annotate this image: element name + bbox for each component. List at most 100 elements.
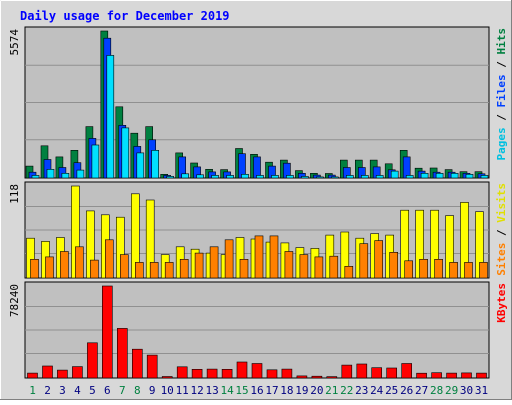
bar-kbytes-day-13 xyxy=(206,368,218,379)
legend-entry: / xyxy=(495,223,508,243)
day-label-26: 26 xyxy=(400,384,413,397)
bar-sites-day-21 xyxy=(329,255,339,279)
day-label-29: 29 xyxy=(445,384,458,397)
day-label-6: 6 xyxy=(104,384,111,397)
bar-sites-day-8 xyxy=(135,262,144,279)
bar-sites-day-16 xyxy=(254,235,264,279)
bar-kbytes-day-10 xyxy=(161,376,173,379)
bar-pages-day-22 xyxy=(345,175,354,179)
bar-pages-day-27 xyxy=(420,173,429,179)
bar-kbytes-day-9 xyxy=(146,354,158,379)
day-label-13: 13 xyxy=(205,384,218,397)
panel-2-max-label: 118 xyxy=(8,184,21,204)
bar-kbytes-day-18 xyxy=(281,368,293,379)
day-label-4: 4 xyxy=(74,384,81,397)
legend-entry: / xyxy=(495,55,508,75)
day-label-7: 7 xyxy=(119,384,126,397)
bar-kbytes-day-17 xyxy=(266,369,278,379)
bar-sites-day-13 xyxy=(209,246,219,279)
bar-pages-day-4 xyxy=(76,169,85,179)
day-label-5: 5 xyxy=(89,384,96,397)
panel-2-legend: Sites / Visits xyxy=(495,183,508,276)
day-label-31: 31 xyxy=(475,384,488,397)
bar-pages-day-29 xyxy=(450,173,459,179)
panel-3: 78240 KBytes xyxy=(8,281,508,379)
bar-files-day-16 xyxy=(253,156,261,179)
bar-pages-day-25 xyxy=(390,170,399,179)
bar-pages-day-18 xyxy=(286,175,294,179)
bar-sites-day-2 xyxy=(45,256,54,279)
bar-pages-day-21 xyxy=(330,176,339,179)
day-label-3: 3 xyxy=(59,384,66,397)
day-label-8: 8 xyxy=(134,384,141,397)
day-label-15: 15 xyxy=(235,384,248,397)
bar-kbytes-day-23 xyxy=(356,363,368,379)
day-label-22: 22 xyxy=(340,384,353,397)
bar-sites-day-28 xyxy=(434,258,443,279)
bar-sites-day-25 xyxy=(389,252,399,279)
day-label-27: 27 xyxy=(415,384,428,397)
panel-1-legend: Pages / Files / Hits xyxy=(495,28,508,161)
day-label-14: 14 xyxy=(220,384,234,397)
bar-pages-day-6 xyxy=(106,55,115,179)
bar-kbytes-day-27 xyxy=(416,372,427,379)
legend-entry: Hits xyxy=(495,28,508,55)
bar-kbytes-day-20 xyxy=(311,375,323,379)
bar-sites-day-19 xyxy=(299,254,309,279)
bar-kbytes-day-22 xyxy=(341,364,353,379)
bar-sites-day-6 xyxy=(105,239,114,279)
bar-sites-day-31 xyxy=(479,262,488,279)
bar-pages-day-24 xyxy=(375,175,384,179)
day-label-10: 10 xyxy=(161,384,174,397)
chart-panels: 5574 Pages / Files / Hits 118 Sites / Visit… xyxy=(8,26,508,379)
bar-kbytes-day-24 xyxy=(371,367,383,379)
panel-1: 5574 Pages / Files / Hits xyxy=(8,26,508,179)
bar-kbytes-day-30 xyxy=(461,372,472,379)
bar-sites-day-10 xyxy=(164,262,174,279)
bar-kbytes-day-6 xyxy=(102,285,113,379)
day-label-19: 19 xyxy=(295,384,308,397)
legend-entry: KBytes xyxy=(495,283,508,323)
bar-pages-day-9 xyxy=(151,150,159,179)
bar-kbytes-day-7 xyxy=(117,328,128,379)
bar-pages-day-30 xyxy=(465,174,474,179)
day-label-28: 28 xyxy=(430,384,443,397)
day-axis-labels: 1 2 3 4 5 6 7 8 9 10 11 12 13 14 15 16 17 18 19 20 21 22 23 24 2… xyxy=(29,384,488,397)
bar-kbytes-day-31 xyxy=(476,372,487,379)
bar-sites-day-18 xyxy=(284,251,294,279)
bar-pages-day-7 xyxy=(121,127,130,179)
bar-sites-day-15 xyxy=(239,258,249,279)
bar-sites-day-1 xyxy=(30,258,39,279)
day-label-18: 18 xyxy=(280,384,293,397)
bar-pages-day-28 xyxy=(435,173,444,179)
legend-entry: Pages xyxy=(495,127,508,160)
bar-pages-day-5 xyxy=(91,144,100,179)
bar-sites-day-22 xyxy=(344,265,354,279)
legend-entry: / xyxy=(495,108,508,128)
bar-sites-day-24 xyxy=(374,240,384,279)
bar-kbytes-day-11 xyxy=(176,366,188,379)
panel-2: 118 Sites / Visits xyxy=(8,181,508,279)
day-label-30: 30 xyxy=(460,384,473,397)
series-sites xyxy=(30,235,488,279)
series-pages xyxy=(31,55,489,179)
day-label-11: 11 xyxy=(176,384,189,397)
bar-pages-day-12 xyxy=(196,174,204,179)
bar-pages-day-11 xyxy=(181,173,189,179)
bar-sites-day-26 xyxy=(404,260,414,279)
bar-kbytes-day-16 xyxy=(251,363,263,379)
bar-kbytes-day-25 xyxy=(386,367,398,379)
bar-kbytes-day-5 xyxy=(87,342,98,379)
chart-title: Daily usage for December 2019 xyxy=(20,9,230,23)
day-label-25: 25 xyxy=(385,384,398,397)
bar-pages-day-23 xyxy=(360,175,369,179)
bar-sites-day-30 xyxy=(464,262,473,279)
panel-1-max-label: 5574 xyxy=(8,29,21,56)
bar-sites-day-20 xyxy=(314,256,324,279)
bar-pages-day-1 xyxy=(31,175,40,179)
bar-sites-day-9 xyxy=(149,262,159,279)
day-label-17: 17 xyxy=(265,384,278,397)
bar-kbytes-day-4 xyxy=(72,366,83,379)
bar-pages-day-19 xyxy=(301,176,309,179)
bar-pages-day-17 xyxy=(271,175,279,179)
